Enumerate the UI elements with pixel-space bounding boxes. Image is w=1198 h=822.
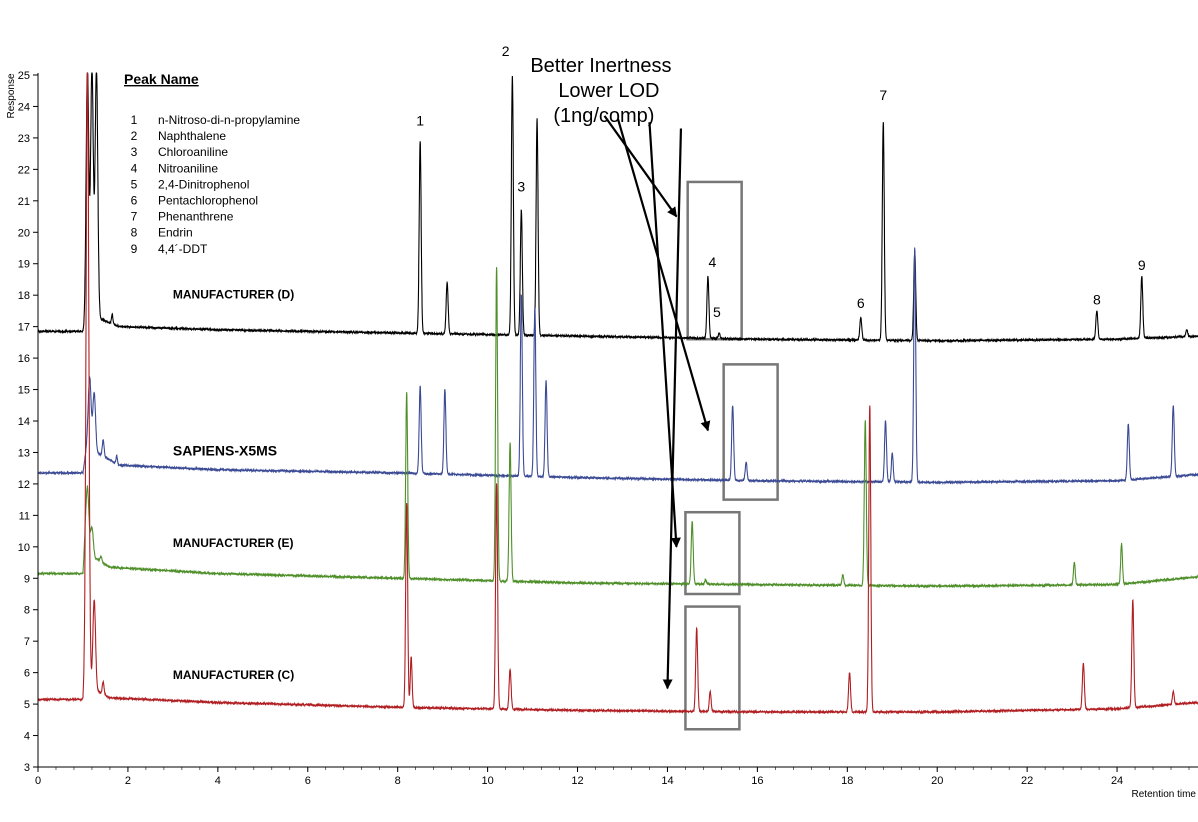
series-label: MANUFACTURER (E): [173, 536, 294, 550]
legend-entry-name: n-Nitroso-di-n-propylamine: [158, 113, 300, 127]
x-tick-label: 0: [35, 775, 41, 787]
y-tick-label: 9: [24, 573, 30, 585]
x-tick-label: 4: [215, 775, 221, 787]
y-tick-label: 19: [18, 259, 30, 271]
annotation-text: Better Inertness: [530, 55, 671, 77]
legend-entry-name: Endrin: [158, 226, 193, 240]
x-tick-label: 22: [1021, 775, 1033, 787]
legend-entry-number: 3: [131, 145, 138, 159]
peak-number-label: 5: [713, 304, 721, 320]
x-tick-label: 18: [841, 775, 853, 787]
legend-entry-name: Chloroaniline: [158, 145, 228, 159]
peak-number-label: 7: [879, 87, 887, 103]
legend-entry-name: Pentachlorophenol: [158, 194, 258, 208]
x-tick-label: 12: [571, 775, 583, 787]
y-tick-label: 3: [24, 762, 30, 774]
y-tick-label: 7: [24, 636, 30, 648]
x-tick-label: 14: [661, 775, 673, 787]
legend-entry-number: 7: [131, 210, 138, 224]
y-tick-label: 20: [18, 227, 30, 239]
y-tick-label: 10: [18, 542, 30, 554]
x-tick-label: 20: [931, 775, 943, 787]
y-tick-label: 13: [18, 447, 30, 459]
y-tick-label: 18: [18, 290, 30, 302]
y-tick-label: 21: [18, 196, 30, 208]
annotation-text: (1ng/comp): [553, 105, 654, 127]
annotation-arrow: [603, 115, 678, 218]
series-label: MANUFACTURER (D): [173, 287, 294, 301]
legend-entry-name: 4,4´-DDT: [158, 242, 208, 256]
peak-number-label: 2: [502, 43, 510, 59]
y-tick-label: 15: [18, 385, 30, 397]
legend-entry-number: 1: [131, 113, 138, 127]
series-traces: [37, 72, 1198, 715]
series-label: MANUFACTURER (C): [173, 668, 294, 682]
legend-entry-number: 6: [131, 194, 138, 208]
legend-entry-number: 4: [131, 161, 138, 175]
annotation-arrow: [662, 128, 683, 690]
y-tick-label: 4: [24, 731, 30, 743]
x-tick-label: 10: [481, 775, 493, 787]
x-tick-label: 8: [395, 775, 401, 787]
x-tick-label: 2: [125, 775, 131, 787]
y-tick-label: 25: [18, 70, 30, 82]
series-line: [37, 267, 1198, 589]
y-tick-label: 24: [18, 101, 30, 113]
y-axis-title: Response: [6, 73, 17, 118]
y-tick-label: 14: [18, 416, 30, 428]
y-tick-label: 8: [24, 605, 30, 617]
highlight-box: [684, 510, 741, 596]
axes: 0 2 4 6 8 10 12 14 16 18 20 22 243456789101112131415…: [6, 70, 1198, 800]
y-tick-label: 22: [18, 164, 30, 176]
legend-entry-name: Naphthalene: [158, 129, 226, 143]
highlight-box: [722, 363, 779, 501]
legend-title: Peak Name: [124, 71, 199, 87]
legend-entry-name: 2,4-Dinitrophenol: [158, 177, 249, 191]
series-line: [37, 247, 1198, 486]
peak-number-label: 6: [857, 295, 865, 311]
annotation-arrow: [616, 118, 711, 432]
peak-legend: Peak Name 1 n-Nitroso-di-n-propylamine 2 Nap…: [124, 71, 300, 256]
x-tick-label: 24: [1111, 775, 1123, 787]
y-tick-label: 16: [18, 353, 30, 365]
annotation: Better Inertness Lower LOD (1ng/comp): [530, 55, 711, 690]
legend-entry-name: Nitroaniline: [158, 161, 218, 175]
peak-number-label: 1: [416, 112, 424, 128]
peak-number-label: 8: [1093, 292, 1101, 308]
legend-entry-number: 2: [131, 129, 138, 143]
series-line: [37, 72, 1198, 344]
x-tick-label: 6: [305, 775, 311, 787]
y-tick-label: 5: [24, 699, 30, 711]
x-axis-title: Retention time: [1132, 789, 1197, 800]
highlight-box: [684, 605, 741, 731]
legend-entry-number: 8: [131, 226, 138, 240]
legend-entry-number: 5: [131, 177, 138, 191]
y-tick-label: 23: [18, 133, 30, 145]
y-tick-label: 12: [18, 479, 30, 491]
peak-number-label: 3: [517, 178, 525, 194]
series-line: [37, 72, 1198, 715]
y-tick-label: 6: [24, 668, 30, 680]
legend-entry-number: 9: [131, 242, 138, 256]
peak-number-label: 9: [1138, 257, 1146, 273]
annotation-text: Lower LOD: [558, 80, 659, 102]
y-tick-label: 17: [18, 322, 30, 334]
peak-number-label: 4: [709, 254, 717, 270]
legend-entry-name: Phenanthrene: [158, 210, 234, 224]
y-tick-label: 11: [19, 510, 30, 522]
x-tick-label: 16: [751, 775, 763, 787]
series-label: SAPIENS-X5MS: [173, 443, 277, 459]
chart-labels: MANUFACTURER (D) 1 2 3 4 5 6 7 8 9 SAPIENS-X5MS MAN…: [173, 43, 1146, 682]
